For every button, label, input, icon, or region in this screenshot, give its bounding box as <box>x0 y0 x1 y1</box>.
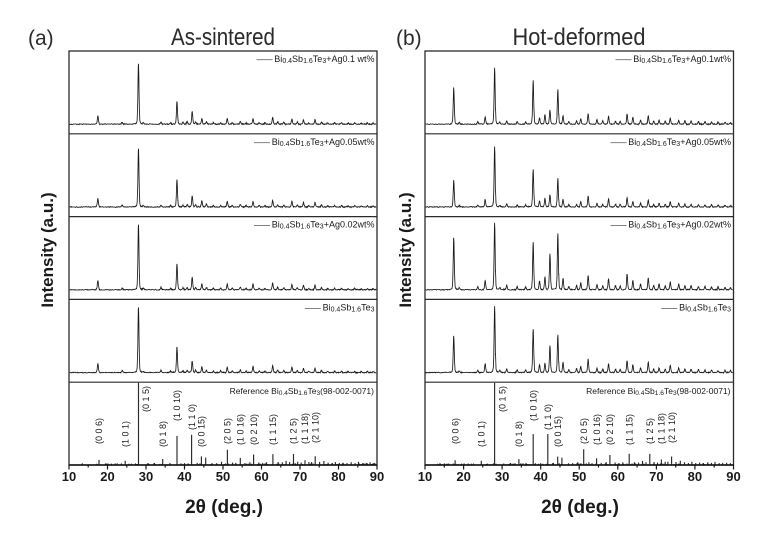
svg-text:Reference Bi0.4Sb1.6Te3(98-002: Reference Bi0.4Sb1.6Te3(98-002-0071) <box>230 386 375 397</box>
svg-text:—— Bi0.4Sb1.6Te3+Ag0.1 wt%: —— Bi0.4Sb1.6Te3+Ag0.1 wt% <box>256 54 374 65</box>
svg-text:(0 2 10): (0 2 10) <box>249 414 259 445</box>
svg-text:Reference Bi0.4Sb1.6Te3(98-002: Reference Bi0.4Sb1.6Te3(98-002-0071) <box>586 386 731 397</box>
svg-text:10: 10 <box>62 469 76 484</box>
svg-text:(1 0 16): (1 0 16) <box>592 414 602 445</box>
svg-text:—— Bi0.4Sb1.6Te3: —— Bi0.4Sb1.6Te3 <box>661 302 731 313</box>
svg-text:(0 1 5): (0 1 5) <box>497 386 507 412</box>
svg-text:(1 0 10): (1 0 10) <box>528 390 538 421</box>
svg-text:(0 2 10): (0 2 10) <box>605 414 615 445</box>
svg-text:40: 40 <box>533 469 547 484</box>
svg-text:(0 0 6): (0 0 6) <box>450 418 460 444</box>
svg-text:(1 1 15): (1 1 15) <box>268 414 278 445</box>
svg-text:(2 0 5): (2 0 5) <box>579 418 589 444</box>
svg-text:2θ (deg.): 2θ (deg.) <box>541 497 619 518</box>
svg-text:(1 1 0): (1 1 0) <box>543 404 553 430</box>
svg-text:(1 1 18): (1 1 18) <box>657 413 667 444</box>
svg-text:(1 0 1): (1 0 1) <box>477 421 487 447</box>
svg-text:20: 20 <box>456 469 470 484</box>
svg-text:20: 20 <box>100 469 114 484</box>
svg-text:As-sintered: As-sintered <box>171 24 275 51</box>
svg-text:(b): (b) <box>396 27 422 50</box>
svg-text:(2 1 10): (2 1 10) <box>667 412 677 443</box>
svg-text:70: 70 <box>293 469 307 484</box>
svg-text:—— Bi0.4Sb1.6Te3: —— Bi0.4Sb1.6Te3 <box>305 302 375 313</box>
svg-text:—— Bi0.4Sb1.6Te3+Ag0.1wt%: —— Bi0.4Sb1.6Te3+Ag0.1wt% <box>615 54 731 65</box>
svg-text:—— Bi0.4Sb1.6Te3+Ag0.05wt%: —— Bi0.4Sb1.6Te3+Ag0.05wt% <box>254 137 375 148</box>
svg-text:60: 60 <box>611 469 625 484</box>
svg-text:2θ (deg.): 2θ (deg.) <box>185 497 263 518</box>
svg-text:80: 80 <box>688 469 702 484</box>
svg-text:—— Bi0.4Sb1.6Te3+Ag0.02wt%: —— Bi0.4Sb1.6Te3+Ag0.02wt% <box>610 220 731 231</box>
svg-text:60: 60 <box>254 469 268 484</box>
svg-text:50: 50 <box>572 469 586 484</box>
svg-text:Hot-deformed: Hot-deformed <box>513 24 646 51</box>
svg-text:(2 0 5): (2 0 5) <box>223 418 233 444</box>
svg-text:(0 1 8): (0 1 8) <box>514 421 524 447</box>
svg-text:(0 0 15): (0 0 15) <box>197 416 207 447</box>
svg-text:—— Bi0.4Sb1.6Te3+Ag0.02wt%: —— Bi0.4Sb1.6Te3+Ag0.02wt% <box>254 220 375 231</box>
svg-text:(0 1 5): (0 1 5) <box>141 386 151 412</box>
svg-text:80: 80 <box>331 469 345 484</box>
svg-text:(1 2 5): (1 2 5) <box>645 418 655 444</box>
svg-text:90: 90 <box>726 469 740 484</box>
svg-text:(0 0 15): (0 0 15) <box>553 416 563 447</box>
svg-text:(0 1 8): (0 1 8) <box>158 421 168 447</box>
svg-text:30: 30 <box>495 469 509 484</box>
svg-text:(a): (a) <box>28 27 54 50</box>
svg-text:(2 1 10): (2 1 10) <box>311 412 321 443</box>
svg-text:(1 1 18): (1 1 18) <box>300 413 310 444</box>
svg-text:(1 0 16): (1 0 16) <box>236 414 246 445</box>
svg-text:90: 90 <box>370 469 384 484</box>
svg-text:(1 2 5): (1 2 5) <box>289 418 299 444</box>
svg-text:(0 0 6): (0 0 6) <box>94 418 104 444</box>
svg-text:Intensity (a.u.): Intensity (a.u.) <box>396 192 415 307</box>
svg-text:40: 40 <box>177 469 191 484</box>
svg-text:(1 0 10): (1 0 10) <box>172 390 182 421</box>
svg-text:50: 50 <box>216 469 230 484</box>
svg-text:Intensity (a.u.): Intensity (a.u.) <box>38 192 57 307</box>
svg-text:(1 1 15): (1 1 15) <box>624 414 634 445</box>
svg-text:(1 1 0): (1 1 0) <box>187 404 197 430</box>
svg-text:70: 70 <box>649 469 663 484</box>
svg-text:(1 0 1): (1 0 1) <box>120 421 130 447</box>
svg-text:30: 30 <box>139 469 153 484</box>
svg-text:—— Bi0.4Sb1.6Te3+Ag0.05wt%: —— Bi0.4Sb1.6Te3+Ag0.05wt% <box>610 137 731 148</box>
svg-text:10: 10 <box>418 469 432 484</box>
